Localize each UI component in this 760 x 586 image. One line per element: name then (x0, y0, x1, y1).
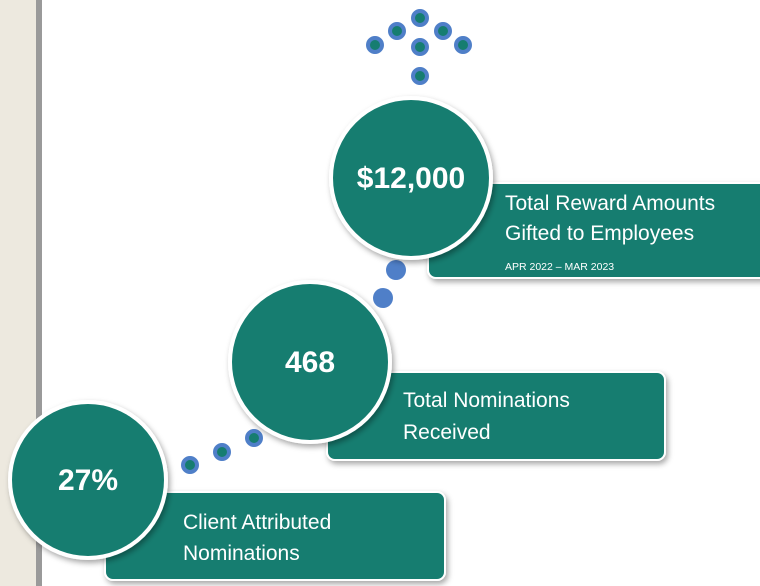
stat-value: 27% (58, 464, 118, 497)
side-border (36, 0, 42, 586)
stat-circle (329, 96, 493, 260)
stat-subtitle: APR 2022 – MAR 2023 (505, 261, 614, 273)
connector-dots (181, 260, 406, 474)
stat-circle (8, 400, 168, 560)
stat-label: Received (403, 421, 491, 444)
stat-label: Gifted to Employees (505, 222, 694, 245)
stat-value: $12,000 (357, 162, 465, 195)
stat-1: 27% Client Attributed Nominations (8, 400, 446, 581)
stat-3: $12,000 Total Reward Amounts Gifted to E… (329, 96, 760, 279)
stat-2: 468 Total Nominations Received (228, 280, 666, 461)
stat-label: Client Attributed (183, 511, 331, 534)
stat-value: 468 (285, 346, 335, 379)
stat-label: Nominations (183, 542, 300, 565)
stat-circle (228, 280, 392, 444)
stat-label: Total Reward Amounts (505, 192, 715, 215)
arrow-dots (366, 9, 472, 85)
stat-label: Total Nominations (403, 389, 570, 412)
